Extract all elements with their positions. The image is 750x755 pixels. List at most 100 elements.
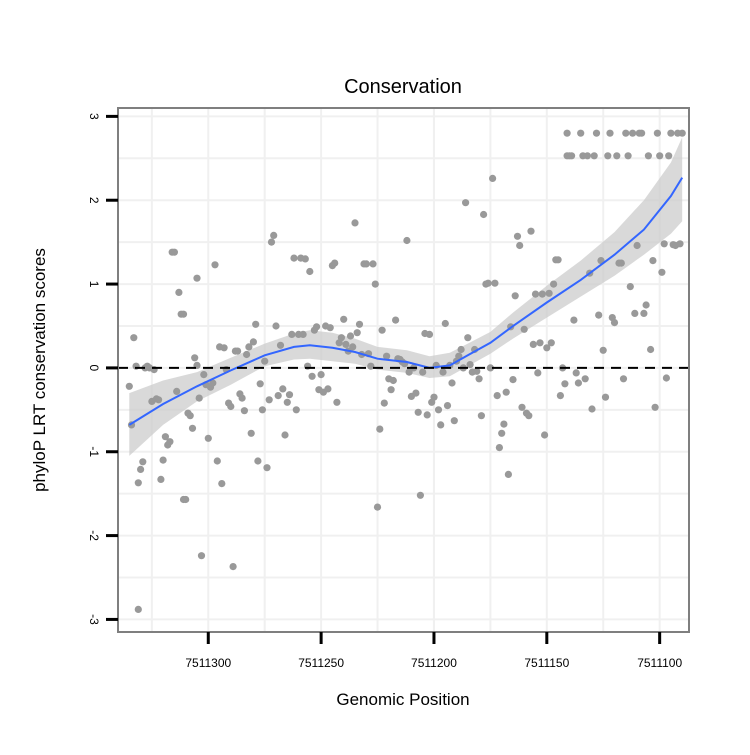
data-point <box>245 343 253 351</box>
data-point <box>572 369 580 377</box>
data-point <box>270 231 278 239</box>
data-point <box>211 261 219 269</box>
data-point <box>486 364 494 372</box>
y-axis-label: phyloP LRT conservation scores <box>30 248 49 492</box>
data-point <box>240 407 248 415</box>
data-point <box>665 152 673 160</box>
data-point <box>574 379 583 387</box>
data-point <box>534 369 542 377</box>
data-point <box>613 152 621 160</box>
data-point <box>279 385 287 393</box>
data-point <box>155 396 163 404</box>
data-point <box>256 380 264 388</box>
x-tick-label: 7511300 <box>185 656 231 670</box>
data-point <box>263 464 271 472</box>
data-point <box>247 429 255 437</box>
data-point <box>301 255 309 263</box>
data-point <box>556 392 565 400</box>
data-point <box>134 605 142 614</box>
data-point <box>333 398 341 406</box>
data-point <box>619 375 628 383</box>
data-point <box>200 371 208 379</box>
data-point <box>306 267 314 276</box>
y-tick-label: -1 <box>87 446 101 457</box>
data-point <box>376 425 384 433</box>
data-point <box>283 398 291 406</box>
data-point <box>536 339 544 347</box>
data-point <box>520 325 528 333</box>
data-point <box>475 375 483 383</box>
data-point <box>134 479 142 487</box>
data-point <box>495 444 503 452</box>
data-point <box>157 475 165 483</box>
data-point <box>292 406 300 414</box>
data-point <box>137 465 145 473</box>
data-point <box>197 552 206 560</box>
data-point <box>182 495 190 504</box>
data-point <box>373 503 382 511</box>
data-point <box>403 236 411 245</box>
data-point <box>631 309 639 317</box>
data-point <box>489 174 497 182</box>
y-tick-label: 1 <box>87 281 101 288</box>
data-point <box>518 403 526 411</box>
data-point <box>434 406 443 414</box>
data-point <box>430 393 438 401</box>
data-point <box>166 438 174 446</box>
data-point <box>383 352 391 360</box>
data-point <box>473 367 481 375</box>
data-point <box>513 232 522 240</box>
data-point <box>629 129 637 137</box>
data-point <box>238 394 246 402</box>
data-point <box>547 339 555 347</box>
data-point <box>504 470 512 478</box>
data-point <box>285 391 294 399</box>
data-point <box>367 362 375 370</box>
data-point <box>326 324 334 332</box>
y-tick-label: 2 <box>87 197 101 204</box>
data-point <box>351 219 359 227</box>
data-point <box>272 322 280 330</box>
data-point <box>204 434 212 442</box>
data-point <box>186 412 194 420</box>
data-point <box>317 371 325 379</box>
data-point <box>644 152 653 160</box>
data-point <box>371 280 379 288</box>
data-point <box>500 420 508 428</box>
y-tick-label: 3 <box>87 113 101 120</box>
data-point <box>175 288 183 296</box>
data-point <box>130 334 138 342</box>
x-axis-label: Genomic Position <box>336 690 469 709</box>
data-point <box>346 332 355 340</box>
data-point <box>450 417 458 425</box>
data-point <box>464 334 472 342</box>
data-point <box>392 316 400 324</box>
data-point <box>662 374 671 382</box>
data-point <box>563 129 571 137</box>
y-axis-ticks: -3 -2 -1 0 1 2 3 <box>87 113 118 625</box>
data-point <box>617 259 625 267</box>
data-point <box>525 412 533 420</box>
data-point <box>610 319 619 327</box>
data-point <box>161 433 169 441</box>
data-point <box>606 129 614 137</box>
data-point <box>480 210 488 219</box>
data-point <box>647 345 655 354</box>
data-point <box>541 431 549 439</box>
data-point <box>667 129 675 137</box>
data-point <box>227 402 235 411</box>
data-points <box>125 129 686 614</box>
data-point <box>308 372 316 380</box>
data-point <box>342 340 350 348</box>
x-tick-label: 7511200 <box>411 656 457 670</box>
data-point <box>380 399 388 407</box>
x-tick-label: 7511250 <box>298 656 344 670</box>
data-point <box>457 345 465 354</box>
data-point <box>441 319 449 328</box>
data-point <box>678 129 686 137</box>
data-point <box>640 309 648 317</box>
data-point <box>554 256 562 264</box>
data-point <box>543 344 551 352</box>
